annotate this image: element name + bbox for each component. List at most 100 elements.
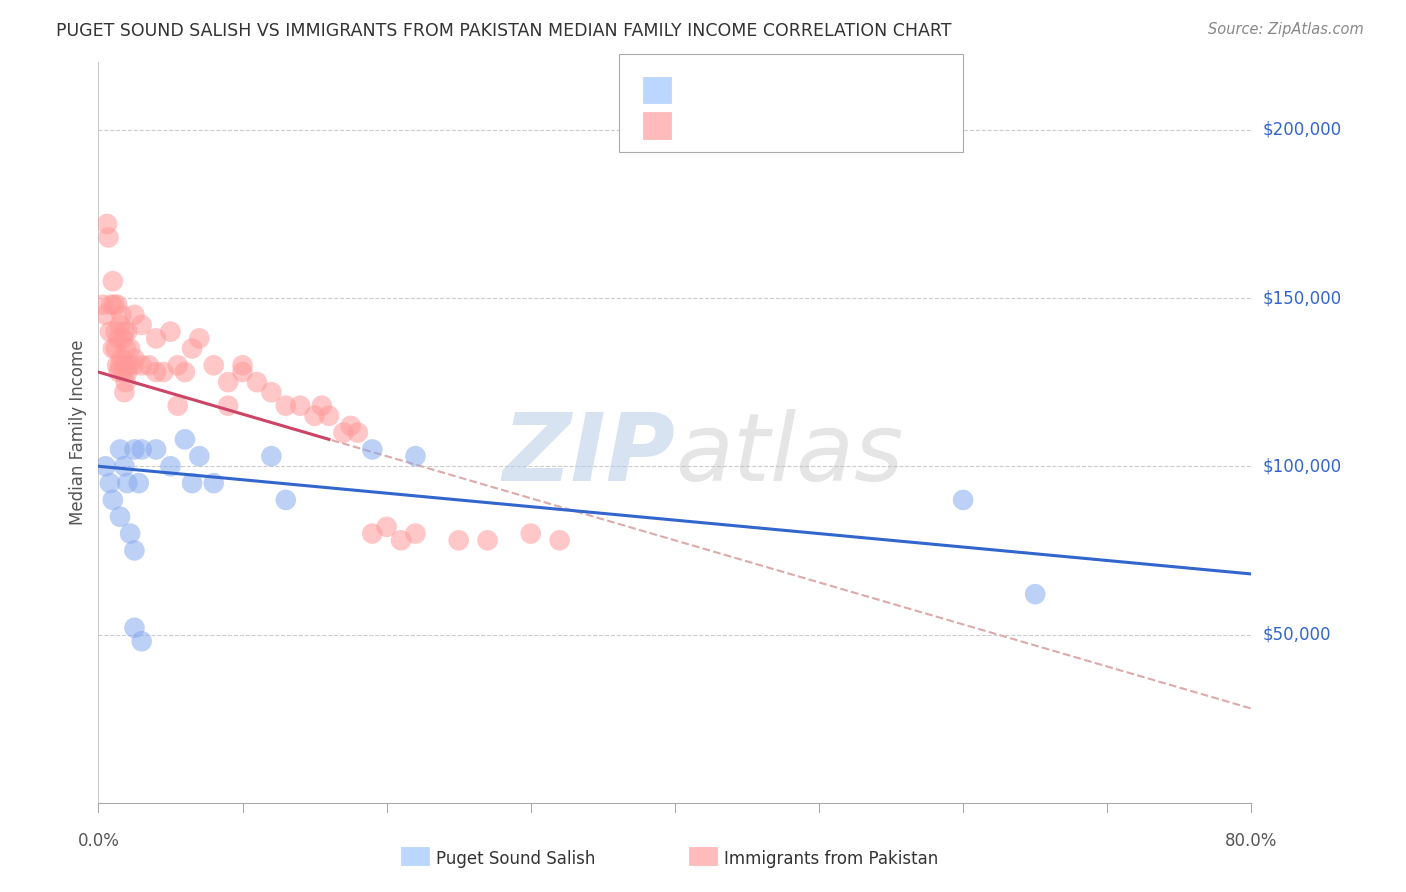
- Point: [112, 385, 135, 400]
- Point: [311, 399, 333, 413]
- Point: [166, 399, 188, 413]
- Point: [117, 476, 138, 491]
- Point: [304, 409, 326, 423]
- Point: [108, 442, 131, 457]
- Point: [375, 520, 398, 534]
- Text: R =: R =: [679, 117, 716, 135]
- Point: [105, 298, 128, 312]
- Point: [145, 331, 167, 345]
- Text: $100,000: $100,000: [1263, 458, 1341, 475]
- Text: Puget Sound Salish: Puget Sound Salish: [436, 850, 595, 868]
- Point: [131, 634, 153, 648]
- Point: [145, 442, 167, 457]
- Text: N =: N =: [787, 81, 824, 99]
- Point: [108, 359, 131, 373]
- Point: [405, 449, 427, 463]
- Point: [548, 533, 571, 548]
- Point: [318, 409, 340, 423]
- Point: [145, 365, 167, 379]
- Point: [105, 359, 128, 373]
- Text: 80.0%: 80.0%: [1225, 832, 1278, 850]
- Point: [110, 351, 132, 366]
- Text: -0.247: -0.247: [714, 81, 773, 99]
- Point: [131, 359, 153, 373]
- Point: [124, 442, 146, 457]
- Point: [122, 359, 145, 373]
- Point: [231, 365, 254, 379]
- Point: [118, 359, 141, 373]
- Point: [110, 308, 132, 322]
- Point: [112, 459, 135, 474]
- Point: [339, 418, 361, 433]
- Text: Immigrants from Pakistan: Immigrants from Pakistan: [724, 850, 938, 868]
- Point: [1024, 587, 1046, 601]
- Point: [477, 533, 499, 548]
- Point: [202, 359, 225, 373]
- Point: [188, 449, 211, 463]
- Text: Source: ZipAtlas.com: Source: ZipAtlas.com: [1208, 22, 1364, 37]
- Text: N =: N =: [787, 117, 824, 135]
- Point: [111, 365, 134, 379]
- Point: [101, 492, 124, 507]
- Point: [112, 359, 135, 373]
- Text: R =: R =: [679, 81, 716, 99]
- Point: [447, 533, 470, 548]
- Point: [107, 331, 129, 345]
- Point: [520, 526, 543, 541]
- Point: [97, 230, 120, 244]
- Point: [166, 359, 188, 373]
- Point: [174, 365, 197, 379]
- Point: [159, 459, 181, 474]
- Point: [202, 476, 225, 491]
- Point: [181, 342, 204, 356]
- Point: [104, 342, 127, 356]
- Point: [260, 449, 283, 463]
- Text: $200,000: $200,000: [1263, 120, 1341, 139]
- Point: [290, 399, 312, 413]
- Point: [108, 318, 131, 332]
- Point: [117, 325, 138, 339]
- Point: [124, 543, 146, 558]
- Text: $150,000: $150,000: [1263, 289, 1341, 307]
- Point: [108, 509, 131, 524]
- Point: [174, 433, 197, 447]
- Point: [124, 351, 146, 366]
- Point: [104, 325, 127, 339]
- Point: [107, 365, 129, 379]
- Point: [274, 492, 297, 507]
- Point: [361, 526, 384, 541]
- Point: [114, 342, 136, 356]
- Point: [181, 476, 204, 491]
- Point: [101, 274, 124, 288]
- Point: [188, 331, 211, 345]
- Text: PUGET SOUND SALISH VS IMMIGRANTS FROM PAKISTAN MEDIAN FAMILY INCOME CORRELATION : PUGET SOUND SALISH VS IMMIGRANTS FROM PA…: [56, 22, 952, 40]
- Point: [231, 359, 254, 373]
- Point: [260, 385, 283, 400]
- Point: [217, 375, 239, 389]
- Point: [101, 342, 124, 356]
- Point: [124, 621, 146, 635]
- Point: [131, 318, 153, 332]
- Point: [120, 342, 142, 356]
- Point: [274, 399, 297, 413]
- Point: [346, 425, 368, 440]
- Point: [138, 359, 160, 373]
- Point: [98, 476, 121, 491]
- Point: [952, 492, 974, 507]
- Point: [159, 325, 181, 339]
- Point: [120, 526, 142, 541]
- Text: 68: 68: [820, 117, 842, 135]
- Point: [111, 331, 134, 345]
- Point: [94, 459, 117, 474]
- Text: 26: 26: [820, 81, 842, 99]
- Text: atlas: atlas: [675, 409, 903, 500]
- Point: [332, 425, 354, 440]
- Point: [96, 217, 118, 231]
- Point: [152, 365, 174, 379]
- Point: [98, 325, 121, 339]
- Point: [405, 526, 427, 541]
- Point: [131, 442, 153, 457]
- Point: [117, 365, 138, 379]
- Text: ZIP: ZIP: [502, 409, 675, 500]
- Text: $50,000: $50,000: [1263, 625, 1331, 643]
